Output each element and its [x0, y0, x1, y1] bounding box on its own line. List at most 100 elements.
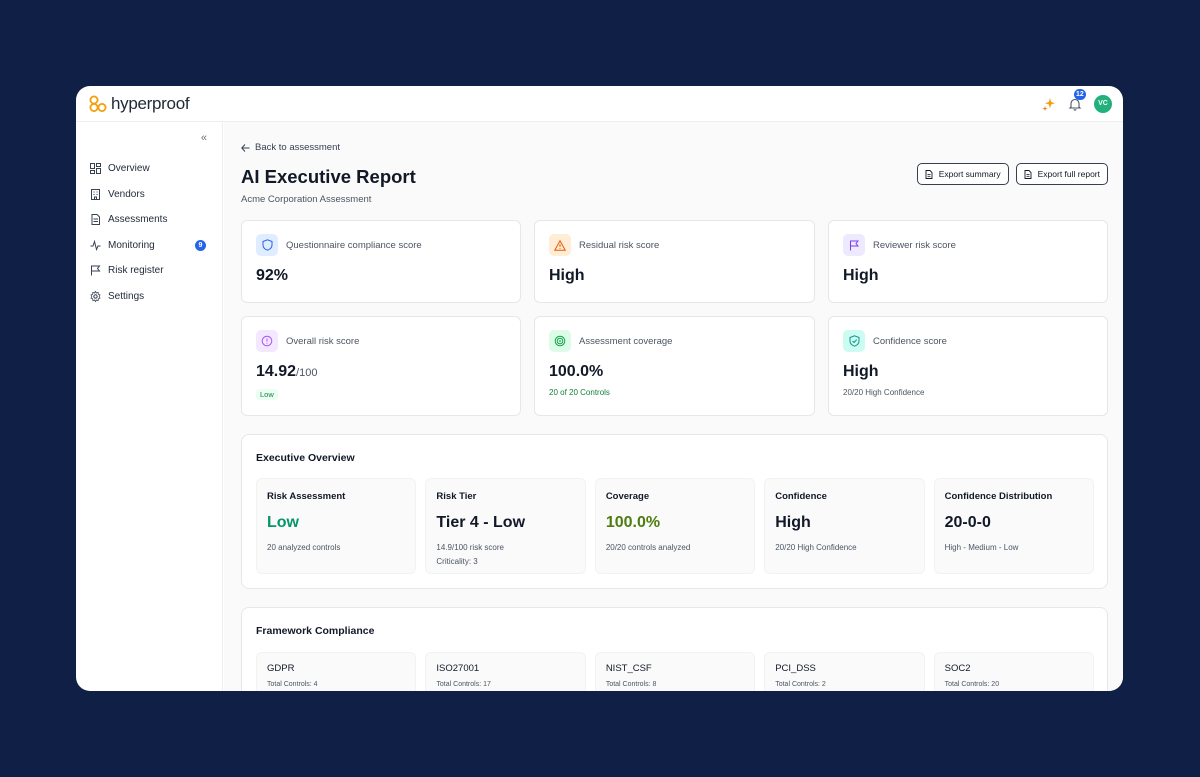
metric-value: 14.92/100 [256, 363, 317, 381]
back-link-label: Back to assessment [255, 142, 341, 153]
metric-card-header: Assessment coverage [549, 330, 672, 352]
top-actions: 12 VC [1042, 88, 1112, 113]
sidebar-item-label: Vendors [108, 188, 145, 200]
metric-card-header: Confidence score [843, 330, 947, 352]
framework-tiles: GDPR Total Controls: 4 ISO27001 Total Co… [256, 652, 1095, 691]
overall-risk-max: /100 [296, 367, 318, 379]
notification-count-badge: 12 [1074, 88, 1086, 100]
sidebar-item-overview[interactable]: Overview [90, 156, 208, 182]
overview-tile-risk-tier: Risk Tier Tier 4 - Low 14.9/100 risk sco… [425, 478, 586, 574]
framework-compliance-title: Framework Compliance [256, 625, 375, 637]
app-window: hyperproof 12 VC « Overview [76, 86, 1123, 691]
sidebar-nav: Overview Vendors Assessments Monitoring … [90, 156, 208, 309]
notifications-button[interactable]: 12 [1068, 88, 1086, 111]
framework-control-count: Total Controls: 8 [605, 681, 657, 688]
alert-circle-icon [256, 330, 278, 352]
metric-subtext: 20 of 20 Controls [549, 388, 610, 397]
metric-card-header: Reviewer risk score [843, 234, 956, 256]
activity-icon [90, 239, 101, 251]
tile-subtext: 20/20 controls analyzed [605, 543, 691, 552]
sidebar: « Overview Vendors Assessments Monitorin… [76, 122, 223, 691]
tile-label: Coverage [605, 491, 650, 502]
tile-label: Confidence Distribution [944, 491, 1053, 502]
bell-icon [1068, 98, 1082, 111]
user-avatar[interactable]: VC [1094, 94, 1112, 113]
back-link[interactable]: Back to assessment [241, 142, 340, 153]
framework-tile-nist-csf[interactable]: NIST_CSF Total Controls: 8 [594, 652, 756, 691]
top-bar: hyperproof 12 VC [76, 86, 1123, 122]
arrow-left-icon [241, 143, 250, 152]
framework-name: SOC2 [944, 663, 971, 674]
file-icon [1024, 169, 1032, 179]
metric-label: Assessment coverage [579, 335, 673, 347]
tile-value: 20-0-0 [944, 514, 991, 531]
overview-tile-confidence: Confidence High 20/20 High Confidence [764, 478, 925, 574]
metric-value: High [549, 267, 585, 284]
flag-icon [91, 265, 101, 276]
export-summary-button[interactable]: Export summary [916, 163, 1009, 185]
risk-score-text: 14.9/100 risk score [436, 543, 504, 552]
framework-name: ISO27001 [436, 663, 480, 674]
main-content: Back to assessment AI Executive Report A… [224, 122, 1123, 691]
shield-icon [256, 234, 278, 256]
sidebar-item-label: Monitoring [108, 239, 155, 251]
sidebar-item-settings[interactable]: Settings [90, 284, 208, 310]
tile-value: Tier 4 - Low [436, 514, 526, 531]
export-full-report-button[interactable]: Export full report [1015, 163, 1108, 185]
metric-card-reviewer-risk: Reviewer risk score High [828, 220, 1108, 303]
metric-card-confidence: Confidence score High 20/20 High Confide… [828, 316, 1108, 416]
framework-name: GDPR [267, 663, 295, 674]
tile-value: Low [267, 514, 299, 531]
framework-tile-soc2[interactable]: SOC2 Total Controls: 20 [933, 652, 1095, 691]
criticality-text: Criticality: 3 [436, 557, 478, 566]
shield-check-icon [843, 330, 865, 352]
framework-tile-pci-dss[interactable]: PCI_DSS Total Controls: 2 [764, 652, 925, 691]
target-icon [549, 330, 571, 352]
metric-card-assessment-coverage: Assessment coverage 100.0% 20 of 20 Cont… [534, 316, 815, 416]
metric-label: Residual risk score [579, 239, 660, 251]
export-summary-label: Export summary [938, 169, 1001, 179]
executive-overview-tiles: Risk Assessment Low 20 analyzed controls… [256, 478, 1095, 574]
tile-label: Risk Assessment [267, 491, 346, 502]
framework-tile-iso27001[interactable]: ISO27001 Total Controls: 17 [425, 652, 586, 691]
file-icon [925, 169, 933, 179]
framework-control-count: Total Controls: 20 [944, 681, 1000, 688]
document-icon [91, 214, 100, 226]
sidebar-item-vendors[interactable]: Vendors [90, 182, 208, 208]
metric-card-header: Questionnaire compliance score [256, 234, 422, 256]
metric-card-header: Residual risk score [549, 234, 659, 256]
executive-overview-panel: Executive Overview Risk Assessment Low 2… [241, 434, 1108, 589]
tile-subtext: 20/20 High Confidence [775, 543, 857, 552]
sidebar-item-label: Assessments [108, 214, 168, 226]
metric-value: High [843, 267, 879, 284]
overall-risk-value: 14.92 [256, 363, 297, 380]
metric-label: Overall risk score [286, 335, 360, 347]
double-chevron-left-icon[interactable]: « [200, 132, 207, 144]
tile-value: High [775, 514, 811, 531]
metric-subtext: 20/20 High Confidence [843, 388, 925, 397]
metric-value: High [843, 363, 879, 380]
metric-card-residual-risk: Residual risk score High [534, 220, 815, 303]
sidebar-item-risk-register[interactable]: Risk register [90, 258, 208, 284]
brand-name: hyperproof [111, 93, 190, 113]
sidebar-item-monitoring[interactable]: Monitoring 9 [90, 233, 208, 259]
hyperproof-logo-icon [89, 95, 107, 112]
metric-label: Confidence score [873, 335, 947, 347]
metric-card-header: Overall risk score [256, 330, 359, 352]
grid-icon [90, 163, 101, 175]
metric-card-overall-risk: Overall risk score 14.92/100 Low [241, 316, 521, 416]
sparkle-icon[interactable] [1042, 97, 1056, 111]
page-subtitle: Acme Corporation Assessment [241, 194, 372, 205]
sidebar-item-label: Settings [108, 290, 145, 302]
framework-compliance-panel: Framework Compliance GDPR Total Controls… [241, 607, 1108, 691]
sidebar-item-assessments[interactable]: Assessments [90, 207, 208, 233]
risk-level-badge: Low [256, 389, 278, 400]
tile-subtext: 14.9/100 risk score Criticality: 3 [436, 541, 504, 569]
monitoring-count-badge: 9 [195, 239, 206, 251]
export-actions: Export summary Export full report [916, 163, 1108, 185]
tile-value: 100.0% [605, 514, 661, 531]
brand-logo[interactable]: hyperproof [88, 93, 190, 114]
framework-tile-gdpr[interactable]: GDPR Total Controls: 4 [256, 652, 417, 691]
overview-tile-confidence-distribution: Confidence Distribution 20-0-0 High - Me… [933, 478, 1095, 574]
metric-label: Questionnaire compliance score [286, 239, 422, 251]
